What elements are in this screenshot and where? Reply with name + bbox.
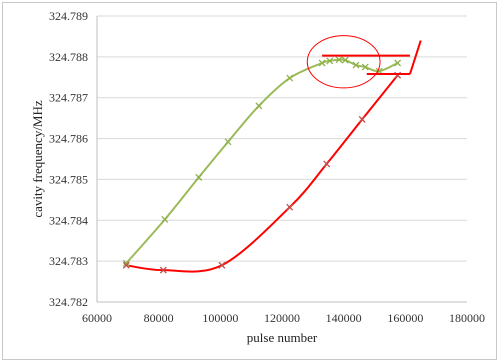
series-1-point bbox=[335, 56, 343, 64]
x-tick-label: 180000 bbox=[449, 311, 485, 325]
series-1-point bbox=[195, 173, 203, 181]
series-2-point bbox=[122, 261, 130, 269]
series-1-point bbox=[341, 56, 349, 64]
x-tick-label: 60000 bbox=[82, 311, 112, 325]
series-2-line bbox=[126, 74, 399, 273]
series-1-line bbox=[125, 58, 399, 264]
series-1-point bbox=[255, 102, 263, 110]
series-1-point bbox=[326, 57, 334, 65]
y-tick-labels: 324.782 324.783 324.784 324.785 324.786 324.7… bbox=[49, 9, 88, 309]
annotation-line-3 bbox=[409, 40, 422, 75]
y-tick-label: 324.785 bbox=[49, 172, 88, 186]
y-tick-label: 324.789 bbox=[49, 9, 88, 23]
y-tick-label: 324.783 bbox=[49, 254, 88, 268]
series-2-point bbox=[286, 203, 294, 211]
x-tick-label: 140000 bbox=[326, 311, 362, 325]
y-tick-label: 324.788 bbox=[49, 50, 88, 64]
series-2-point bbox=[358, 115, 366, 123]
series-2-point bbox=[159, 266, 167, 274]
series-2-point bbox=[323, 160, 331, 168]
annotation-ellipse bbox=[306, 35, 381, 89]
y-tick-label: 324.784 bbox=[49, 213, 88, 227]
series-1-point bbox=[161, 216, 169, 223]
y-tick-label: 324.786 bbox=[49, 132, 88, 146]
series-markers bbox=[122, 56, 402, 274]
annotations bbox=[306, 35, 422, 89]
x-tick-label: 120000 bbox=[264, 311, 300, 325]
series-1-point bbox=[224, 138, 232, 146]
series-lines bbox=[125, 58, 399, 273]
series-1-point bbox=[122, 259, 130, 267]
series-1-point bbox=[361, 63, 369, 71]
x-tick-label: 100000 bbox=[202, 311, 238, 325]
x-axis-title: pulse number bbox=[247, 330, 318, 345]
x-tick-label: 160000 bbox=[387, 311, 423, 325]
series-1-point bbox=[318, 59, 326, 67]
series-1-point bbox=[352, 61, 360, 69]
series-1-point bbox=[286, 74, 294, 82]
grid-lines bbox=[97, 15, 467, 303]
series-1-point bbox=[394, 59, 402, 67]
x-tick-labels: 60000 80000 100000 120000 140000 160000 180000 bbox=[82, 311, 485, 325]
y-axis-title: cavity frequency/MHz bbox=[30, 100, 45, 218]
y-tick-label: 324.782 bbox=[49, 295, 88, 309]
series-2-point bbox=[218, 261, 226, 269]
axes bbox=[96, 16, 467, 303]
x-tick-label: 80000 bbox=[144, 311, 174, 325]
y-tick-label: 324.787 bbox=[49, 91, 88, 105]
